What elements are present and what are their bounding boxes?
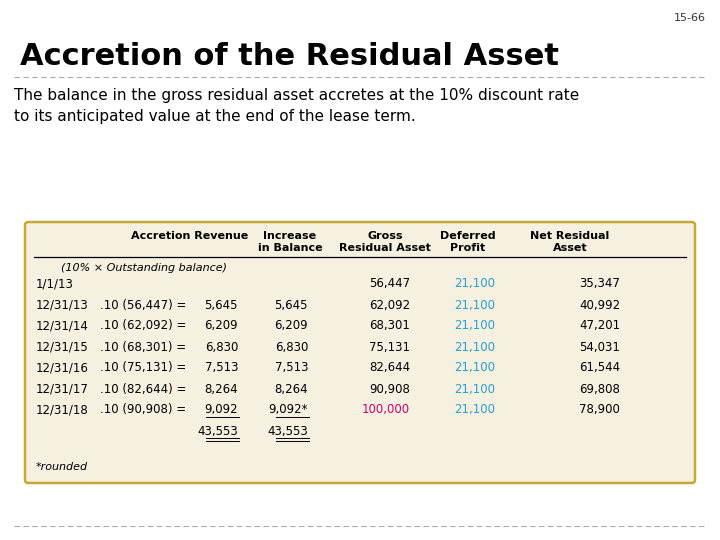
Text: (10% × Outstanding balance): (10% × Outstanding balance) [61,263,227,273]
Text: 12/31/18: 12/31/18 [36,403,89,416]
Text: 75,131: 75,131 [369,341,410,354]
Text: 12/31/13: 12/31/13 [36,299,89,312]
Text: 12/31/16: 12/31/16 [36,361,89,375]
Text: 100,000: 100,000 [362,403,410,416]
Text: 69,808: 69,808 [579,382,620,395]
Text: 21,100: 21,100 [454,361,495,375]
Text: The balance in the gross residual asset accretes at the 10% discount rate
to its: The balance in the gross residual asset … [14,88,580,124]
Text: 43,553: 43,553 [267,424,308,437]
Text: 90,908: 90,908 [369,382,410,395]
FancyBboxPatch shape [25,222,695,483]
Text: 54,031: 54,031 [579,341,620,354]
Text: .10 (62,092) =: .10 (62,092) = [100,320,186,333]
Text: 15-66: 15-66 [674,13,706,23]
Text: 78,900: 78,900 [579,403,620,416]
Text: .10 (82,644) =: .10 (82,644) = [100,382,186,395]
Text: 5,645: 5,645 [274,299,308,312]
Text: 21,100: 21,100 [454,382,495,395]
Text: Increase
in Balance: Increase in Balance [258,231,323,253]
Text: 7,513: 7,513 [204,361,238,375]
Text: 8,264: 8,264 [204,382,238,395]
Text: 6,209: 6,209 [274,320,308,333]
Text: 21,100: 21,100 [454,278,495,291]
Text: .10 (75,131) =: .10 (75,131) = [100,361,186,375]
Text: 47,201: 47,201 [579,320,620,333]
Text: 12/31/14: 12/31/14 [36,320,89,333]
Text: 40,992: 40,992 [579,299,620,312]
Text: 6,830: 6,830 [204,341,238,354]
Text: 7,513: 7,513 [274,361,308,375]
Text: .10 (90,908) =: .10 (90,908) = [100,403,186,416]
Text: Gross
Residual Asset: Gross Residual Asset [339,231,431,253]
Text: 9,092: 9,092 [204,403,238,416]
Text: Deferred
Profit: Deferred Profit [440,231,496,253]
Text: Net Residual
Asset: Net Residual Asset [531,231,610,253]
Text: 68,301: 68,301 [369,320,410,333]
Text: 21,100: 21,100 [454,403,495,416]
Text: Accretion Revenue: Accretion Revenue [131,231,248,241]
Text: 21,100: 21,100 [454,299,495,312]
Text: Accretion of the Residual Asset: Accretion of the Residual Asset [20,42,559,71]
Text: .10 (68,301) =: .10 (68,301) = [100,341,186,354]
Text: *rounded: *rounded [36,462,88,472]
Text: 61,544: 61,544 [579,361,620,375]
Text: 12/31/15: 12/31/15 [36,341,89,354]
Text: 62,092: 62,092 [369,299,410,312]
Text: 9,092*: 9,092* [269,403,308,416]
Text: 12/31/17: 12/31/17 [36,382,89,395]
Text: 8,264: 8,264 [274,382,308,395]
Text: 6,209: 6,209 [204,320,238,333]
Text: 5,645: 5,645 [204,299,238,312]
Text: 56,447: 56,447 [369,278,410,291]
Text: 43,553: 43,553 [197,424,238,437]
Text: 1/1/13: 1/1/13 [36,278,74,291]
Text: .10 (56,447) =: .10 (56,447) = [100,299,186,312]
Text: 82,644: 82,644 [369,361,410,375]
Text: 21,100: 21,100 [454,341,495,354]
Text: 21,100: 21,100 [454,320,495,333]
Text: 6,830: 6,830 [274,341,308,354]
Text: 35,347: 35,347 [579,278,620,291]
